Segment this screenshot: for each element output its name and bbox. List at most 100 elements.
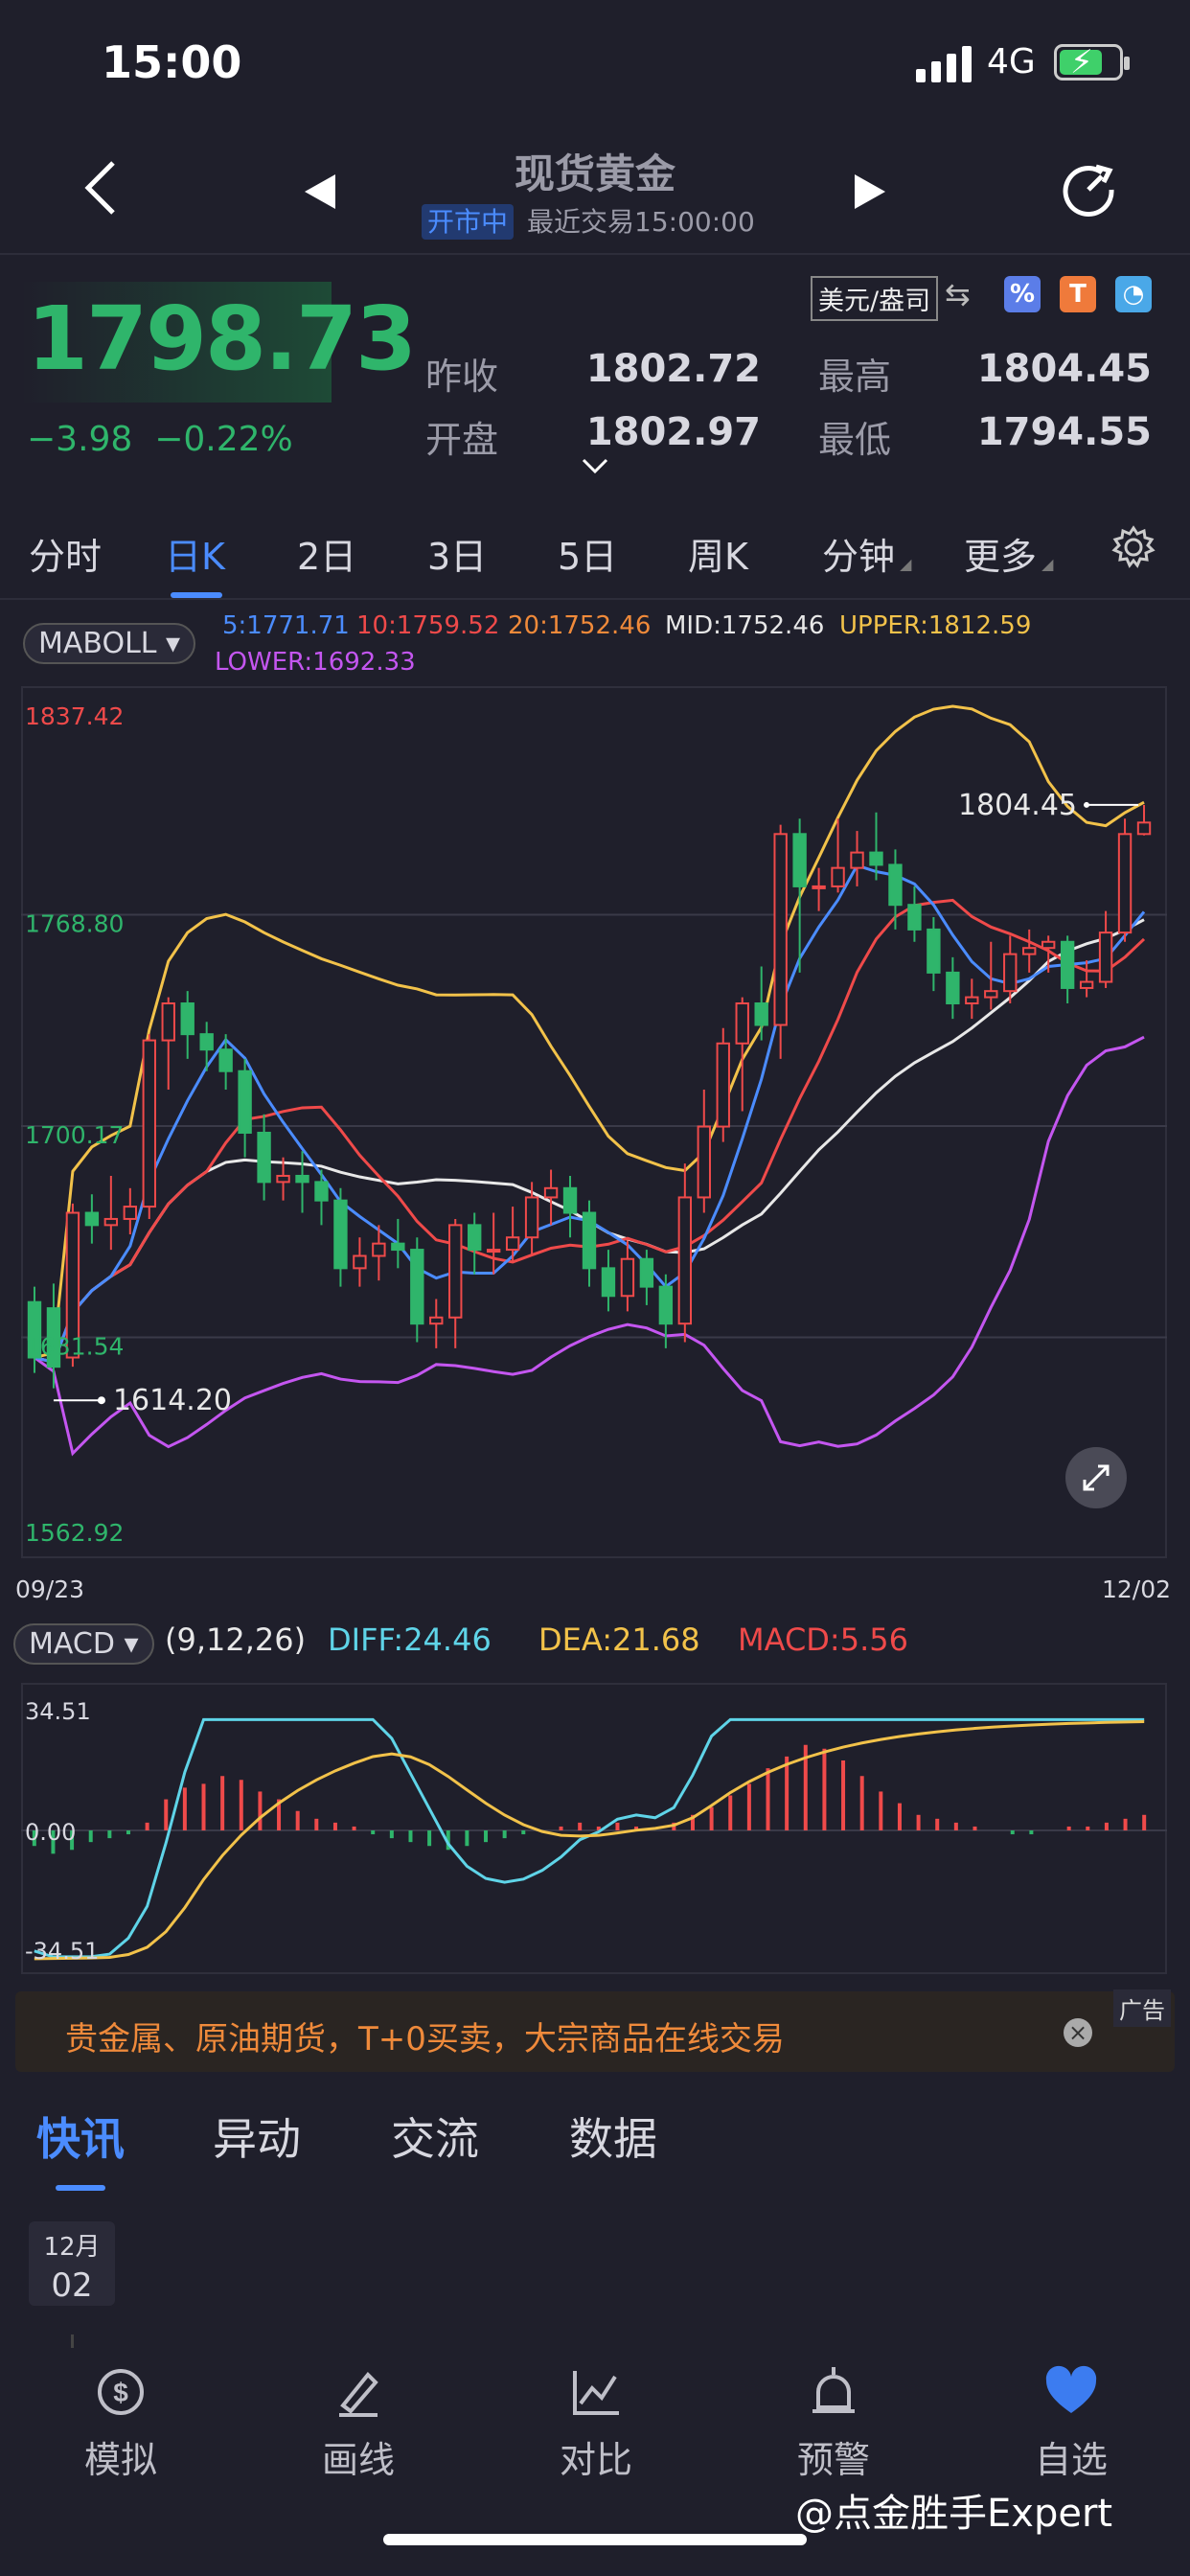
next-instrument-icon[interactable] <box>855 174 885 209</box>
chart-icon <box>573 2371 619 2415</box>
candle-body <box>888 863 903 907</box>
candle-body <box>238 1070 252 1134</box>
candle-body <box>639 1257 654 1288</box>
candle-body <box>582 1211 597 1270</box>
indicator-select[interactable]: MABOLL ▾ <box>23 623 196 664</box>
candle-body <box>84 1211 100 1227</box>
unit-label[interactable]: 美元/盎司 <box>811 276 939 321</box>
ad-tag: 广告 <box>1113 1990 1171 2027</box>
kline-chart[interactable]: 1837.42 1768.80 1700.17 1631.54 1562.92 1804.… <box>21 686 1167 1558</box>
date-day: 02 <box>51 2266 93 2305</box>
max-price-label: 1804.45 <box>958 789 1077 822</box>
candle-body <box>218 1048 233 1072</box>
ad-text[interactable]: 贵金属、原油期货，T+0买卖，大宗商品在线交易 <box>65 2020 785 2058</box>
status-time: 15:00 <box>102 36 242 88</box>
back-icon[interactable] <box>82 159 121 217</box>
x-end-label: 12/02 <box>1102 1576 1172 1603</box>
nav-item-2[interactable]: 对比 <box>529 2363 663 2483</box>
diff-line <box>34 1717 1145 1959</box>
candle-body <box>1098 932 1113 983</box>
candle-body <box>65 1211 80 1359</box>
high-label: 最高 <box>818 356 892 398</box>
candle-body <box>658 1285 674 1325</box>
macd-select[interactable]: MACD ▾ <box>13 1623 154 1665</box>
candle-body <box>448 1224 463 1319</box>
macd-value: MACD:5.56 <box>738 1622 908 1658</box>
heart-icon <box>1045 2365 1097 2413</box>
macd-y-label: -34.51 <box>25 1938 99 1965</box>
gear-icon[interactable] <box>1111 525 1156 569</box>
page-title: 现货黄金 <box>514 150 675 197</box>
change-value: −3.98 <box>27 420 133 459</box>
open-value: 1802.97 <box>585 410 761 454</box>
macd-chart[interactable]: 34.51 0.00 -34.51 <box>21 1683 1167 1974</box>
legend-ma5: 5:1771.71 <box>222 611 350 640</box>
macd-diff: DIFF:24.46 <box>328 1622 492 1658</box>
news-tab-0[interactable]: 快讯 <box>36 2113 125 2165</box>
tab-1[interactable]: 日K <box>165 536 225 578</box>
tab-7[interactable]: 更多 ◢ <box>964 536 1054 578</box>
pie-icon[interactable]: ◔ <box>1115 276 1152 312</box>
tab-0[interactable]: 分时 <box>29 536 103 578</box>
macd-label: MACD <box>29 1627 115 1661</box>
battery-icon: ⚡ <box>1054 43 1130 81</box>
close-icon[interactable]: × <box>1064 2018 1092 2047</box>
candle-body <box>199 1033 214 1051</box>
macd-y-label: 0.00 <box>25 1819 76 1846</box>
prev-instrument-icon[interactable] <box>305 174 335 209</box>
tab-5[interactable]: 周K <box>688 536 748 578</box>
y-axis-label: 1837.42 <box>25 702 124 730</box>
candle-body <box>429 1316 444 1325</box>
legend-ma10: 10:1759.52 <box>356 611 500 640</box>
candle-body <box>697 1125 711 1199</box>
candle-body <box>735 1002 749 1045</box>
dollar-icon: $ <box>98 2369 144 2415</box>
candle-body <box>601 1267 616 1298</box>
candle-body <box>946 971 960 1005</box>
candle-body <box>1117 833 1133 934</box>
candle-body <box>257 1131 271 1184</box>
candle-body <box>372 1242 386 1257</box>
legend-lower: LOWER:1692.33 <box>215 648 416 677</box>
watermark: @点金胜手Expert <box>795 2492 1113 2536</box>
news-tab-3[interactable]: 数据 <box>569 2113 657 2165</box>
candle-body <box>103 1217 119 1227</box>
macd-dea: DEA:21.68 <box>538 1622 700 1658</box>
swap-icon[interactable]: ⇆ <box>945 276 971 312</box>
divider <box>0 253 1190 255</box>
y-axis-label: 1631.54 <box>25 1333 124 1361</box>
max-marker <box>1084 801 1090 808</box>
nav-item-0[interactable]: $ 模拟 <box>54 2363 188 2483</box>
legend-upper: UPPER:1812.59 <box>839 611 1032 640</box>
expand-icon[interactable] <box>1065 1447 1127 1508</box>
tab-3[interactable]: 3日 <box>427 536 488 578</box>
candle-body <box>391 1242 405 1252</box>
nav-item-4[interactable]: 自选 <box>1004 2363 1138 2483</box>
percent-icon[interactable]: % <box>1004 276 1041 312</box>
candle-body <box>754 1002 768 1026</box>
tab-indicator <box>171 592 222 598</box>
divider <box>0 598 1190 600</box>
refresh-icon[interactable] <box>1060 161 1117 218</box>
prev-close-label: 昨收 <box>425 356 499 398</box>
candle-body <box>773 833 788 1026</box>
main-chart-panel <box>21 686 1167 1558</box>
nav-item-3[interactable]: 预警 <box>767 2363 901 2483</box>
text-icon[interactable]: T <box>1060 276 1096 312</box>
tab-4[interactable]: 5日 <box>558 536 618 578</box>
candle-body <box>1003 953 1018 993</box>
tab-6[interactable]: 分钟 ◢ <box>822 536 912 578</box>
chevron-down-icon[interactable] <box>581 456 609 475</box>
nav-item-1[interactable]: 画线 <box>291 2363 425 2483</box>
prev-close-value: 1802.72 <box>585 347 761 391</box>
candle-body <box>468 1224 482 1252</box>
candle-body <box>965 996 979 1005</box>
news-tab-1[interactable]: 异动 <box>213 2113 301 2165</box>
upper-band-line <box>34 704 1145 1359</box>
ad-banner[interactable] <box>15 1991 1175 2072</box>
market-open-badge: 开市中 <box>422 204 515 240</box>
lower-band-line <box>34 1035 1145 1457</box>
tab-2[interactable]: 2日 <box>297 536 357 578</box>
news-tab-2[interactable]: 交流 <box>391 2113 479 2165</box>
